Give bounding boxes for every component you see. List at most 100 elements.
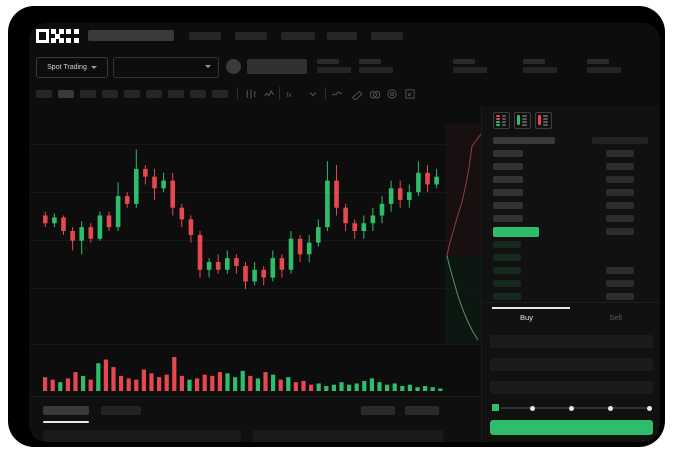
orderbook-size-cell [606,150,634,157]
settings-icon[interactable] [386,88,398,100]
orderbook-bid-row[interactable] [493,241,521,248]
timeframe-9[interactable] [212,90,228,98]
orderbook-ask-row[interactable] [493,215,523,222]
timeframe-8[interactable] [190,90,206,98]
stat-2 [359,59,393,73]
orderbook-size-cell [606,163,634,170]
candlestick-series [43,149,439,290]
orderbook-bids-icon[interactable] [514,112,531,129]
orderbook-asks-icon[interactable] [535,112,552,129]
timeframe-6[interactable] [146,90,162,98]
orderbook-size-cell [606,202,634,209]
okx-logo[interactable] [36,29,80,43]
trade-panel: Buy Sell [481,302,660,442]
stat-5 [587,59,621,73]
svg-text:fx: fx [287,92,293,99]
nav-item-3[interactable] [281,32,315,40]
orderbook-row-selected[interactable] [493,227,539,237]
amount-slider[interactable] [490,402,652,413]
orders-row-1 [43,430,241,442]
logo-letter-k [51,29,64,43]
market-type-label: Spot Trading [47,64,87,71]
camera-icon[interactable] [369,88,381,100]
volume-chart [29,344,481,397]
tab-open-orders[interactable] [43,406,89,415]
logo-letter-o [36,29,49,43]
pair-price-display [247,59,307,74]
buy-tab-underline [492,307,570,309]
orderbook-header-right [592,137,648,144]
chevron-down-icon [90,66,97,69]
nav-item-1[interactable] [189,32,221,40]
indicators-icon[interactable]: fx [285,88,297,100]
price-chart[interactable] [29,106,481,344]
orderbook-ask-row[interactable] [493,150,523,157]
stat-1 [317,59,351,73]
orderbook-header-left [493,137,555,144]
chevron-down-icon[interactable] [307,88,319,100]
nav-item-2[interactable] [235,32,267,40]
fullscreen-icon[interactable] [404,88,416,100]
market-type-selector[interactable]: Spot Trading [36,57,108,78]
chart-toolbar: fx [29,82,660,107]
timeframe-7[interactable] [168,90,184,98]
pair-avatar [226,59,241,74]
stat-3 [453,59,487,73]
orderbook-size-cell [606,215,634,222]
stat-4 [523,59,557,73]
orderbook-size-cell [606,228,634,235]
orderbook-size-cell [606,293,634,300]
orders-panel [29,396,481,442]
timeframe-3[interactable] [80,90,96,98]
orderbook-ask-row[interactable] [493,176,523,183]
chevron-down-icon [205,65,211,68]
app-screen: Spot Trading [29,23,660,442]
depth-overlay [445,124,481,344]
app-header [29,23,660,51]
orderbook-bid-row[interactable] [493,280,521,287]
candlestick-icon[interactable] [245,88,257,100]
tab-sell[interactable]: Sell [609,313,622,322]
orderbook-size-cell [606,189,634,196]
pair-selector[interactable] [113,57,219,78]
orderbook-size-cell [606,280,634,287]
order-price-field[interactable] [490,335,653,348]
order-total-field[interactable] [490,381,653,394]
tab-buy[interactable]: Buy [520,313,533,322]
slider-step-25[interactable] [530,405,535,411]
orderbook-size-cell [606,267,634,274]
slider-step-75[interactable] [608,405,613,411]
orderbook-ask-row[interactable] [493,189,523,196]
orderbook-bid-row[interactable] [493,267,521,274]
nav-item-5[interactable] [371,32,403,40]
timeframe-2[interactable] [58,90,74,98]
order-amount-field[interactable] [490,358,653,371]
device-frame: Spot Trading [8,6,665,447]
orderbook-size-cell [606,176,634,183]
order-book [481,106,660,302]
search-input[interactable] [88,30,174,41]
orderbook-both-icon[interactable] [493,112,510,129]
active-tab-underline [43,421,89,423]
volume-series [43,357,443,391]
ruler-icon[interactable] [351,88,363,100]
timeframe-1[interactable] [36,90,52,98]
bottom-action-1[interactable] [361,406,395,415]
orderbook-ask-row[interactable] [493,202,523,209]
nav-item-4[interactable] [327,32,357,40]
timeframe-5[interactable] [124,90,140,98]
orderbook-bid-row[interactable] [493,293,521,300]
line-chart-icon[interactable] [263,88,275,100]
timeframe-4[interactable] [102,90,118,98]
submit-order-button[interactable] [490,420,653,435]
orderbook-bid-row[interactable] [493,254,521,261]
bottom-action-2[interactable] [405,406,439,415]
trend-icon[interactable] [331,88,343,100]
slider-step-100[interactable] [647,405,652,411]
tab-order-history[interactable] [101,406,141,415]
market-subheader: Spot Trading [29,51,660,83]
logo-letter-x [66,29,79,43]
slider-handle[interactable] [490,402,501,413]
slider-step-50[interactable] [569,405,574,411]
orderbook-ask-row[interactable] [493,163,523,170]
